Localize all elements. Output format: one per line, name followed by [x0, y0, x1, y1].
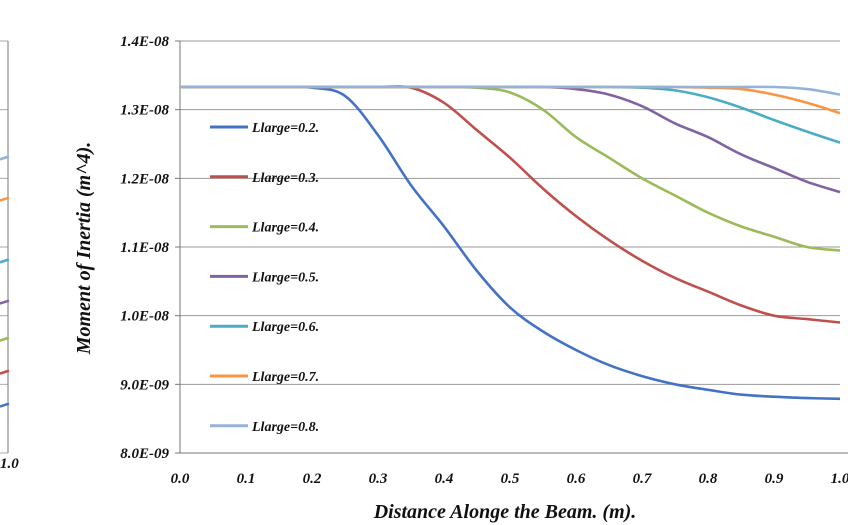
x-tick-label: 0.8	[699, 471, 718, 487]
legend-label: Llarge=0.3.	[251, 171, 319, 186]
legend-label: Llarge=0.2.	[251, 121, 319, 136]
y-tick-labels: 8.0E-09 9.0E-09 1.0E-08 1.1E-08 1.2E-08 1.3E-…	[120, 34, 169, 462]
legend-label: Llarge=0.8.	[251, 420, 319, 435]
partial-series-end	[0, 299, 10, 305]
x-tick-label: 1.0	[831, 471, 848, 487]
legend-label: Llarge=0.5.	[251, 270, 319, 285]
axes	[179, 41, 848, 454]
x-tick-label: 0.7	[633, 471, 652, 487]
gridlines	[175, 40, 840, 454]
legend-label: Llarge=0.4.	[251, 221, 319, 236]
x-tick-label: 0.1	[237, 471, 256, 487]
partial-series-end	[0, 402, 10, 408]
legend: Llarge=0.2. Llarge=0.3. Llarge=0.4. Llarge=…	[210, 121, 319, 435]
legend-label: Llarge=0.7.	[251, 370, 319, 385]
x-tick-label: 0.4	[435, 471, 454, 487]
partial-series-end	[0, 369, 10, 375]
x-tick-labels: 0.0 0.1 0.2 0.3 0.4 0.5 0.6 0.7 0.8 0.9 1.0	[171, 471, 848, 487]
legend-label: Llarge=0.6.	[251, 320, 319, 335]
partial-series-end	[0, 155, 10, 161]
x-tick-label: 0.6	[567, 471, 586, 487]
partial-x-tick-label: 1.0	[0, 456, 19, 472]
y-tick-label: 1.3E-08	[120, 103, 169, 119]
y-tick-label: 1.0E-08	[120, 309, 169, 325]
partial-series-end	[0, 336, 10, 342]
x-tick-label: 0.5	[501, 471, 520, 487]
x-tick-label: 0.0	[171, 471, 190, 487]
partial-series-end	[0, 196, 10, 202]
y-tick-label: 8.0E-09	[120, 446, 169, 462]
y-tick-label: 1.1E-08	[120, 240, 169, 256]
x-tick-label: 0.9	[765, 471, 784, 487]
series-lines	[180, 85, 841, 401]
y-tick-label: 1.2E-08	[120, 171, 169, 187]
y-tick-label: 1.4E-08	[120, 34, 169, 50]
x-axis-title: Distance Alonge the Beam. (m).	[373, 501, 637, 523]
y-tick-label: 9.0E-09	[120, 377, 169, 393]
x-tick-label: 0.3	[369, 471, 388, 487]
partial-left-chart: 1.0	[0, 40, 19, 472]
series-line-llarge-0-8	[180, 85, 841, 96]
partial-series-end	[0, 258, 10, 264]
x-tick-label: 0.2	[303, 471, 322, 487]
y-axis-title: Moment of Inertia (m^4).	[73, 142, 95, 356]
